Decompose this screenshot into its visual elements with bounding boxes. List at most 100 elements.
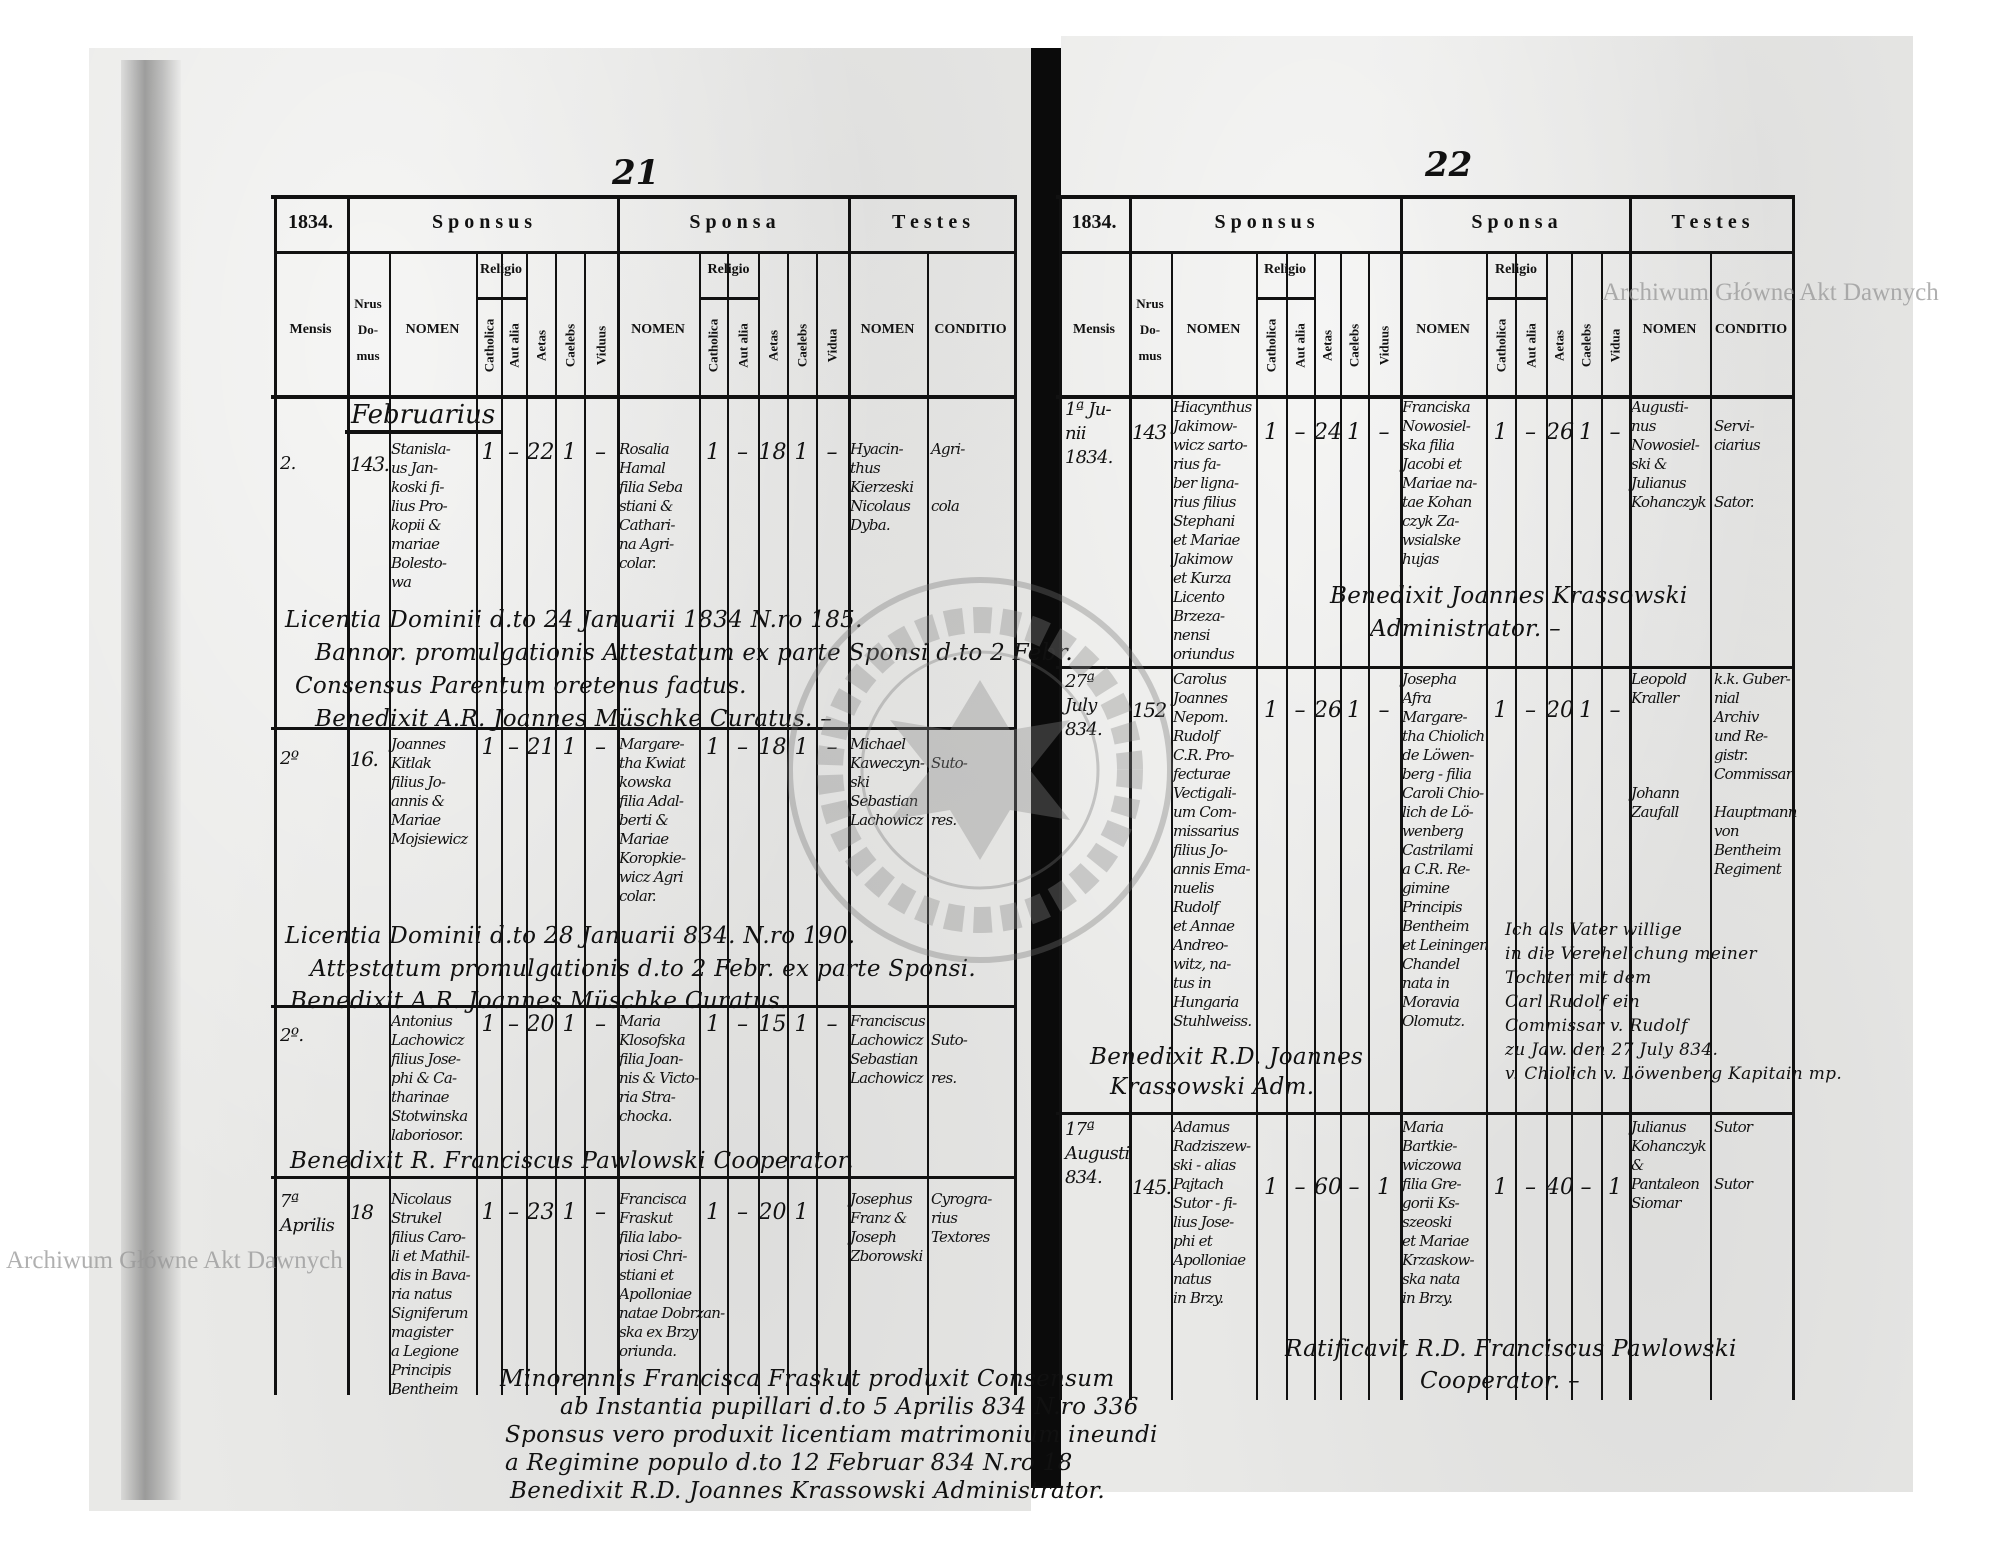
- entry-sponsa-aut-alia: –: [1525, 698, 1536, 723]
- entry-sponsus-name: Joannes Kitlak filius Jo- annis & Mariae…: [391, 735, 468, 848]
- entry-sponsus-catholica: 1: [481, 1012, 496, 1037]
- nrus-domus-header: Nrus Do- mus: [354, 296, 382, 363]
- archive-stamp: [787, 577, 1173, 963]
- entry-sponsus-viduus: –: [595, 1200, 606, 1225]
- entry-sponsa-catholica: 1: [706, 735, 720, 760]
- entry-witness-condition: Agri- cola: [931, 440, 965, 515]
- entry-sponsa-name: Francisca Fraskut filia labo- riosi Chri…: [619, 1190, 725, 1360]
- entry-witness-names: Josephus Franz & Joseph Zborowski: [850, 1190, 923, 1265]
- entry-remark: Sponsus vero produxit licentiam matrimon…: [505, 1422, 1158, 1448]
- column-rule: [1256, 251, 1258, 1400]
- entry-witness-names: Michael Kaweczyn- ski Sebastian Lachowic…: [850, 735, 925, 829]
- sponsa-nomen-header: NOMEN: [1416, 322, 1470, 337]
- entry-remark: Attestatum promulgationis d.to 2 Febr. e…: [310, 956, 977, 982]
- column-rule: [699, 251, 701, 1395]
- caelebs-header: Caelebs: [794, 323, 809, 368]
- entry-sponsa-name: Maria Klosofska filia Joan- nis & Victo-…: [619, 1012, 699, 1125]
- entry-sponsus-viduus: –: [1378, 698, 1390, 723]
- entry-sponsus-aetas: 21: [526, 735, 555, 760]
- religio-divider: [1486, 297, 1546, 300]
- entry-sponsus-viduus: –: [595, 735, 606, 760]
- entry-sponsa-aetas: 15: [758, 1012, 787, 1037]
- entry-house-number: 143: [1132, 420, 1167, 444]
- entry-sponsa-aut-alia: –: [737, 1200, 748, 1225]
- header-divider: [274, 251, 347, 254]
- aut-alia-header: Aut alia: [1523, 323, 1538, 368]
- entry-sponsus-name: Adamus Radziszew- ski - alias Pajtach Su…: [1173, 1118, 1251, 1307]
- header-divider: [1129, 251, 1792, 254]
- entry-sponsa-vidua: –: [826, 1012, 838, 1037]
- column-rule: [1129, 195, 1132, 1400]
- entry-sponsus-aut-alia: –: [508, 1012, 519, 1037]
- caelebs-header: Caelebs: [1578, 323, 1594, 368]
- page-number-left: 21: [612, 153, 660, 193]
- entry-sponsus-catholica: 1: [481, 735, 496, 760]
- entry-remark: Benedixit R.D. Joannes Krassowski Admini…: [510, 1478, 1106, 1504]
- watermark-top-right: Archiwum Główne Akt Dawnych: [1602, 279, 1939, 306]
- watermark-left: Archiwum Główne Akt Dawnych: [6, 1247, 343, 1274]
- book-binding-gutter: [1031, 48, 1061, 1488]
- column-rule: [927, 251, 929, 1395]
- entry-sponsa-name: Margare- tha Kwiat kowska filia Adal- be…: [619, 735, 686, 905]
- entry-sponsus-aut-alia: –: [508, 440, 519, 465]
- viduus-header: Viduus: [1376, 325, 1392, 366]
- entry-sponsus-aetas: 26: [1314, 698, 1342, 723]
- testes-header: T e s t e s: [1671, 211, 1750, 233]
- column-rule: [1601, 251, 1603, 1400]
- entry-sponsus-catholica: 1: [481, 440, 496, 465]
- entry-sponsa-vidua: 1: [1608, 1175, 1622, 1200]
- column-rule: [526, 251, 528, 1395]
- left-page: [89, 48, 1031, 1511]
- nrus-domus-header: Nrus Do- mus: [1136, 296, 1164, 363]
- entry-sponsus-caelebs: 1: [562, 1200, 577, 1225]
- entry-mensis: 1ª Ju- nii 1834.: [1065, 399, 1113, 468]
- entry-sponsa-catholica: 1: [1493, 1175, 1508, 1200]
- entry-mensis: 7ª Aprilis: [280, 1191, 335, 1236]
- entry-mensis: 2º.: [280, 1025, 304, 1046]
- entry-sponsus-caelebs: 1: [562, 440, 577, 465]
- viduus-header: Viduus: [593, 325, 608, 366]
- entry-sponsa-caelebs: 1: [1579, 698, 1593, 723]
- mensis-header: Mensis: [1073, 322, 1115, 337]
- vidua-header: Vidua: [824, 328, 840, 363]
- entry-remark: Cooperator. –: [1420, 1368, 1580, 1394]
- testes-header: T e s t e s: [892, 211, 970, 233]
- header-bottom-border: [1056, 395, 1795, 399]
- entry-sponsa-aetas: 26: [1546, 420, 1574, 445]
- entry-sponsus-catholica: 1: [1264, 698, 1278, 723]
- entry-sponsa-aetas: 40: [1546, 1175, 1574, 1200]
- testes-nomen-header: NOMEN: [1642, 322, 1697, 337]
- entry-witness-names: Leopold Kraller Johann Zaufall: [1631, 670, 1687, 821]
- header-divider: [347, 251, 1014, 254]
- column-rule: [274, 195, 277, 1395]
- testes-nomen-header: NOMEN: [860, 322, 915, 337]
- entry-sponsus-name: Stanisla- us Jan- koski fi- lius Pro- ko…: [391, 440, 451, 591]
- entry-sponsus-name: Antonius Lachowicz filius Jose- phi & Ca…: [391, 1012, 468, 1144]
- table-top-border: [1056, 195, 1795, 199]
- entry-sponsus-aut-alia: –: [1294, 698, 1306, 723]
- entry-witness-condition: Suto- res.: [931, 754, 968, 829]
- entry-separator: [271, 727, 1017, 730]
- entry-remark: in die Verehelichung meiner: [1505, 944, 1757, 964]
- entry-sponsus-catholica: 1: [481, 1200, 496, 1225]
- entry-separator: [271, 1005, 1017, 1008]
- column-rule: [1515, 251, 1517, 1400]
- entry-remark: ab Instantia pupillari d.to 5 Aprilis 83…: [560, 1394, 1139, 1420]
- entry-house-number: 152: [1132, 698, 1167, 722]
- entry-sponsa-vidua: –: [1609, 420, 1621, 445]
- entry-remark: Benedixit A.R. Joannes Müschke Curatus.: [290, 988, 788, 1014]
- entry-remark: a Regimine populo d.to 12 Februar 834 N.…: [505, 1450, 1073, 1476]
- entry-remark: Commissar v. Rudolf: [1505, 1016, 1688, 1036]
- entry-sponsus-caelebs: 1: [1347, 698, 1361, 723]
- entry-sponsa-caelebs: 1: [794, 440, 809, 465]
- entry-sponsa-aut-alia: –: [737, 440, 748, 465]
- sponsus-header: S p o n s u s: [431, 211, 533, 233]
- entry-sponsus-caelebs: 1: [1347, 420, 1361, 445]
- entry-sponsa-name: Rosalia Hamal filia Seba stiani & Cathar…: [619, 440, 683, 572]
- entry-sponsa-name: Josepha Afra Margare- tha Chiolich de Lö…: [1402, 670, 1489, 1030]
- entry-remark: zu Jaw. den 27 July 834.: [1505, 1040, 1719, 1060]
- entry-sponsa-aut-alia: –: [737, 1012, 748, 1037]
- year-label: 1834.: [288, 211, 333, 233]
- entry-sponsus-aetas: 60: [1314, 1175, 1342, 1200]
- sponsa-header: S p o n s a: [689, 211, 776, 233]
